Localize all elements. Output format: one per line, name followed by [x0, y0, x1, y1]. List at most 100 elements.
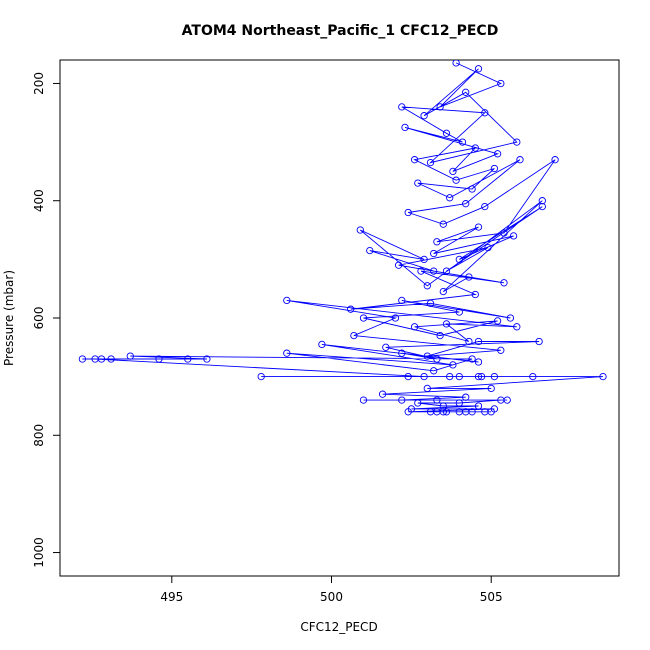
data-point — [474, 337, 483, 346]
data-point — [442, 320, 451, 328]
data-point — [474, 223, 483, 231]
data-point — [391, 314, 400, 322]
y-tick-label: 800 — [32, 424, 46, 447]
data-point — [506, 314, 515, 322]
data-point — [433, 238, 441, 246]
data-point — [529, 372, 537, 381]
data-point — [462, 88, 470, 96]
data-point — [449, 361, 457, 369]
data-point — [426, 408, 435, 416]
data-point — [347, 305, 355, 313]
data-point — [468, 185, 476, 193]
data-point — [414, 399, 422, 407]
data-point — [462, 200, 470, 208]
data-point — [468, 355, 476, 363]
y-tick-label: 600 — [32, 307, 46, 330]
data-point — [497, 346, 505, 354]
data-point — [442, 129, 451, 137]
data-point — [442, 408, 451, 416]
data-point — [78, 355, 87, 363]
data-point — [458, 138, 467, 146]
data-point — [516, 156, 524, 164]
data-point — [535, 337, 543, 346]
data-point — [468, 408, 476, 416]
data-point — [430, 367, 438, 375]
data-point — [378, 390, 387, 398]
data-point — [490, 164, 499, 173]
data-point — [439, 402, 447, 410]
data-point — [107, 355, 115, 363]
data-point — [359, 314, 368, 322]
data-point — [442, 267, 451, 275]
data-point — [599, 372, 607, 381]
data-point — [471, 144, 479, 152]
data-point — [426, 299, 435, 307]
data-point — [484, 243, 492, 252]
data-point — [493, 317, 502, 325]
data-point — [203, 355, 211, 363]
data-point — [474, 358, 483, 366]
data-point — [417, 267, 425, 275]
data-point — [423, 282, 431, 290]
data-point — [430, 249, 438, 258]
data-point — [404, 208, 412, 217]
data-point — [439, 287, 447, 296]
data-point — [420, 255, 428, 264]
data-point — [500, 229, 508, 237]
data-point — [449, 167, 457, 176]
data-point — [356, 226, 364, 234]
plot-area — [78, 60, 607, 416]
plot-frame — [59, 59, 620, 577]
data-point — [455, 255, 463, 264]
data-point — [446, 372, 454, 381]
data-point — [410, 323, 419, 331]
data-point — [481, 109, 489, 117]
data-point — [446, 194, 454, 202]
x-tick-label: 505 — [480, 590, 503, 604]
data-point — [551, 156, 559, 164]
data-point — [318, 340, 326, 349]
data-point — [452, 176, 460, 184]
data-point — [513, 138, 521, 146]
data-point — [436, 331, 444, 340]
y-axis-label: Pressure (mbar) — [2, 270, 16, 366]
data-point — [471, 290, 479, 299]
data-point — [474, 65, 483, 73]
data-point — [439, 408, 447, 416]
data-point — [433, 355, 441, 363]
data-point — [455, 399, 463, 407]
data-point — [398, 396, 406, 404]
data-point — [414, 179, 422, 187]
x-axis-ticks: 495 500 505 — [160, 576, 503, 604]
data-point — [487, 384, 495, 393]
x-axis-label: CFC12_PECD — [300, 620, 377, 634]
data-point — [513, 323, 521, 331]
data-point — [398, 296, 406, 305]
data-point — [283, 349, 291, 357]
data-point — [439, 220, 447, 228]
data-point — [474, 372, 483, 381]
data-point — [452, 60, 460, 67]
data-point — [366, 246, 374, 255]
data-point — [493, 150, 502, 158]
y-tick-label: 200 — [32, 72, 46, 95]
data-point — [423, 352, 431, 360]
data-point — [420, 112, 428, 120]
data-point — [126, 352, 134, 360]
data-point — [382, 343, 390, 351]
data-point — [490, 372, 499, 381]
data-point — [398, 103, 406, 111]
data-point — [350, 331, 358, 340]
data-point — [359, 396, 368, 404]
data-point — [426, 158, 435, 167]
data-point — [481, 202, 489, 211]
data-point — [436, 103, 444, 111]
data-point — [398, 349, 406, 357]
data-point — [538, 197, 546, 205]
data-point — [465, 337, 473, 346]
data-point — [481, 408, 489, 416]
data-point — [410, 156, 419, 164]
y-tick-label: 1000 — [32, 537, 46, 568]
data-point — [509, 232, 518, 240]
chart-title: ATOM4 Northeast_Pacific_1 CFC12_PECD — [182, 23, 499, 39]
